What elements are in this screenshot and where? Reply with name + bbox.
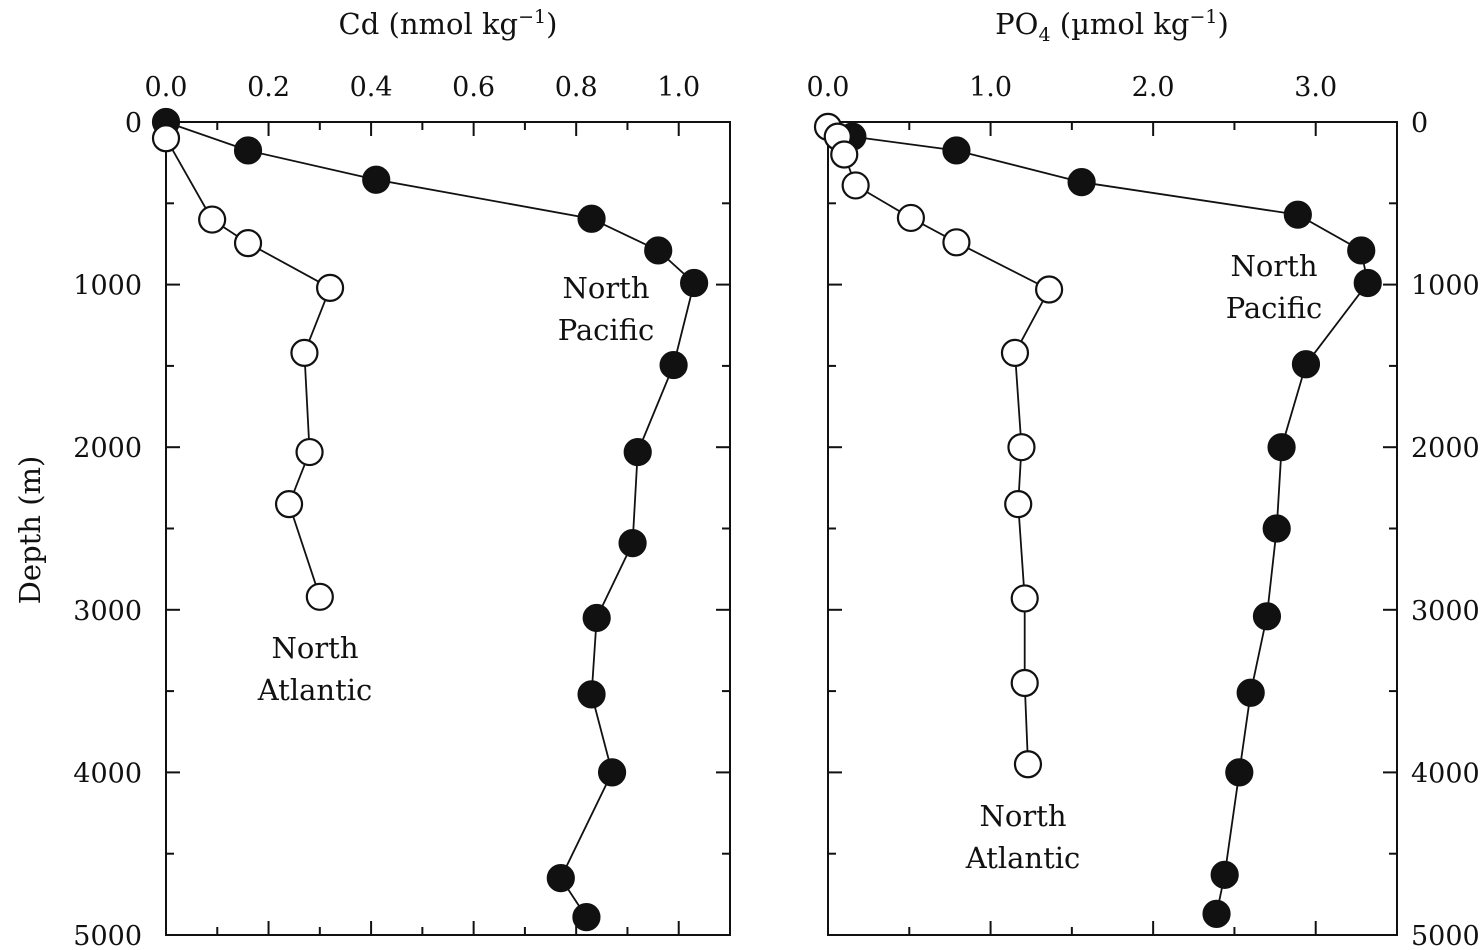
- atlantic-data-point: [1034, 275, 1064, 304]
- x-tick-label: 0.4: [350, 72, 393, 103]
- depth-axis-title: Depth (m): [13, 456, 47, 605]
- pacific-data-point: [618, 529, 647, 558]
- atlantic-data-point: [1007, 433, 1036, 462]
- y-tick-label: 0: [125, 108, 142, 139]
- atlantic-data-point: [274, 490, 304, 519]
- atlantic-data-point: [841, 171, 870, 200]
- pacific-data-point: [597, 758, 627, 787]
- pacific-data-point: [1210, 860, 1239, 889]
- y-tick-label: 1000: [73, 271, 142, 302]
- atlantic-data-point: [233, 229, 263, 258]
- x-tick-label: 0.6: [452, 72, 495, 103]
- pacific-data-point: [572, 903, 601, 932]
- pacific-data-point: [644, 236, 673, 265]
- y-tick-label: 2000: [73, 433, 142, 464]
- atlantic-data-point: [1010, 668, 1039, 698]
- y-tick-label: 3000: [1411, 596, 1480, 627]
- x-tick-label: 1.0: [657, 72, 700, 103]
- y-tick-label: 5000: [73, 921, 142, 950]
- x-tick-label: 0.2: [247, 72, 290, 103]
- pacific-data-point: [1225, 758, 1254, 787]
- y-tick-label: 1000: [1411, 271, 1480, 302]
- pacific-data-point: [680, 268, 709, 298]
- atlantic-data-point: [1013, 750, 1043, 779]
- pacific-data-point: [659, 350, 688, 380]
- plot-frame: [827, 121, 1398, 936]
- pacific-data-point: [1347, 236, 1376, 265]
- series-line: [165, 137, 332, 598]
- atlantic-data-point: [151, 124, 181, 153]
- x-axis-title: PO4 (µmol kg−1): [995, 6, 1229, 46]
- pacific-data-point: [1353, 268, 1382, 298]
- pacific-data-point: [362, 165, 391, 194]
- pacific-data-point: [577, 680, 606, 709]
- atlantic-data-point: [1000, 338, 1030, 367]
- y-tick-label: 4000: [1411, 758, 1480, 789]
- north-atlantic-label: North Atlantic: [965, 799, 1081, 875]
- cd-profile-panel: Cd (nmol kg−1) 0.0 0.2 0.4 0.6 0.8 1.0 0 1000 200…: [73, 6, 731, 950]
- y-tick-label: 5000: [1411, 921, 1480, 950]
- pacific-data-point: [1202, 899, 1231, 928]
- pacific-data-point: [1236, 678, 1265, 707]
- pacific-data-point: [1291, 350, 1321, 379]
- atlantic-data-point: [830, 140, 859, 169]
- atlantic-data-point: [1010, 584, 1039, 613]
- atlantic-data-point: [315, 273, 345, 302]
- atlantic-data-point: [305, 582, 334, 611]
- north-pacific-label: North Pacific: [1226, 249, 1323, 325]
- y-tick-label: 2000: [1411, 433, 1480, 464]
- pacific-data-point: [233, 136, 263, 165]
- x-axis-title: Cd (nmol kg−1): [339, 6, 558, 41]
- pacific-data-point: [577, 204, 606, 233]
- pacific-data-point: [1252, 602, 1282, 631]
- x-tick-label: 0.0: [145, 72, 188, 103]
- atlantic-data-point: [295, 437, 324, 467]
- pacific-data-point: [546, 863, 575, 893]
- x-tick-label: 0.8: [555, 72, 598, 103]
- po4-profile-panel: PO4 (µmol kg−1) 0.0 1.0 2.0 3.0 0 1000 2000 3000…: [807, 6, 1480, 950]
- x-tick-label: 0.0: [807, 72, 850, 103]
- atlantic-data-point: [942, 228, 971, 257]
- atlantic-data-point: [896, 203, 926, 233]
- pacific-data-point: [1267, 433, 1296, 462]
- pacific-data-point: [1067, 168, 1096, 197]
- pacific-data-point: [623, 437, 652, 467]
- pacific-data-point: [1283, 200, 1312, 229]
- north-pacific-label: North Pacific: [558, 271, 655, 347]
- atlantic-data-point: [198, 205, 227, 234]
- x-tick-label: 1.0: [969, 72, 1012, 103]
- atlantic-data-point: [1004, 490, 1033, 519]
- pacific-data-point: [1262, 514, 1291, 543]
- y-tick-label: 0: [1411, 108, 1428, 139]
- x-tick-label: 3.0: [1294, 72, 1337, 103]
- y-tick-label: 4000: [73, 758, 142, 789]
- pacific-data-point: [582, 603, 611, 633]
- atlantic-data-point: [290, 338, 319, 367]
- y-tick-label: 3000: [73, 596, 142, 627]
- north-atlantic-label: North Atlantic: [257, 631, 373, 707]
- x-tick-label: 2.0: [1132, 72, 1175, 103]
- pacific-data-point: [942, 136, 971, 165]
